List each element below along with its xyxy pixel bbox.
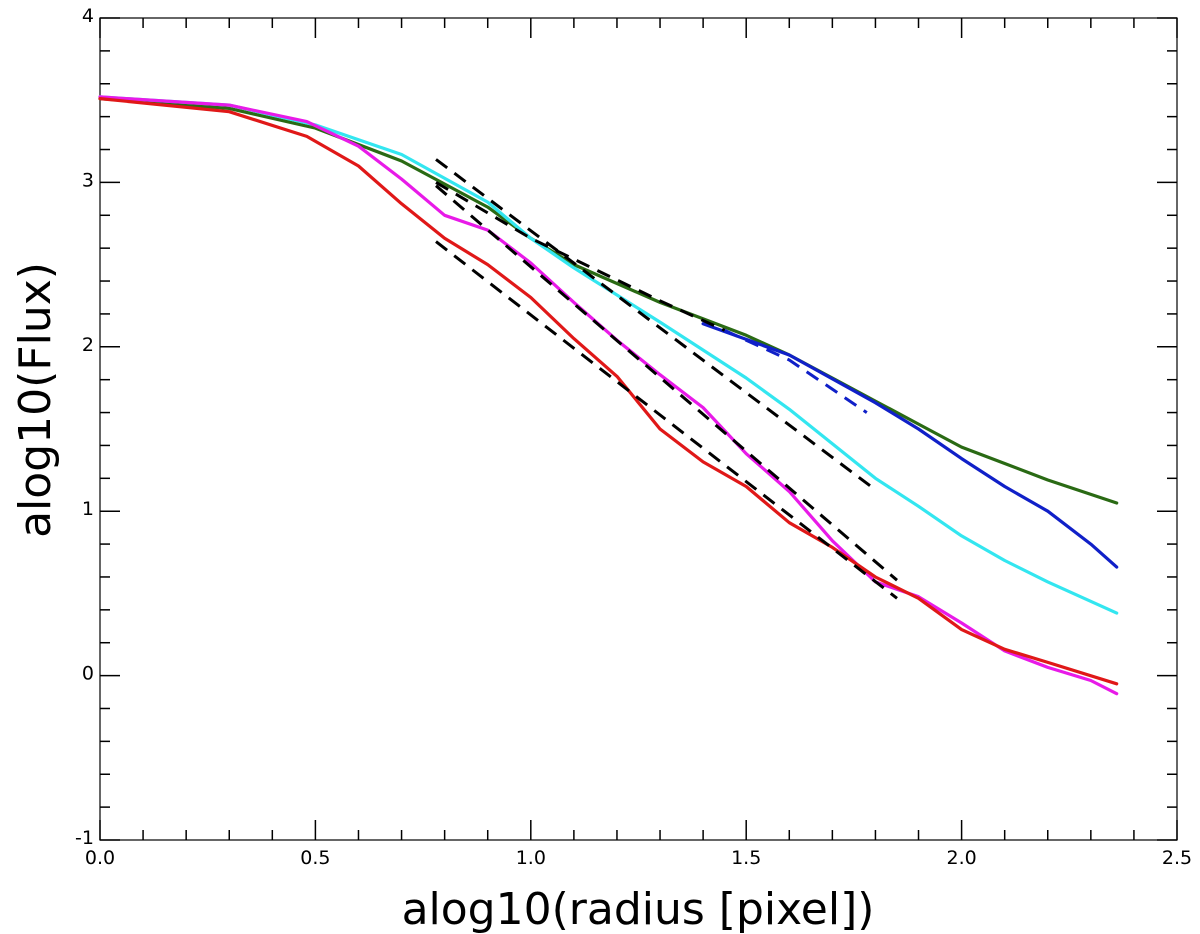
x-tick-label: 1.5 (731, 847, 761, 869)
x-tick-label: 0.5 (300, 847, 330, 869)
x-tick-label: 2.0 (946, 847, 976, 869)
x-tick-labels: 0.0 0.5 1.0 1.5 2.0 2.5 (85, 847, 1192, 869)
series-layer (98, 95, 1119, 696)
plot-frame (99, 17, 1178, 841)
y-tick-label: 1 (82, 498, 94, 520)
x-tick-label: 0.0 (85, 847, 115, 869)
y-tick-label: -1 (75, 827, 94, 849)
major-ticks (99, 17, 1178, 841)
minor-ticks (100, 18, 1177, 840)
profile-line-4 (98, 96, 1119, 686)
profile-line-0 (98, 96, 1119, 505)
y-tick-labels: -1 0 1 2 3 4 (75, 5, 94, 849)
y-axis-title: alog10(Flux) (10, 262, 61, 538)
fit-line-7 (435, 158, 877, 491)
profile-line-2 (98, 95, 1119, 615)
y-tick-label: 4 (82, 5, 94, 27)
x-tick-label: 1.0 (516, 847, 546, 869)
fit-line-9 (435, 240, 898, 600)
fit-line-6 (724, 329, 868, 414)
x-axis-title: alog10(radius [pixel]) (402, 884, 875, 934)
fit-line-8 (435, 184, 898, 582)
profile-line-3 (98, 95, 1119, 696)
y-tick-label: 3 (82, 169, 94, 191)
fit-line-5 (435, 181, 726, 332)
x-tick-label: 2.5 (1162, 847, 1192, 869)
y-tick-label: 2 (82, 334, 94, 356)
profile-line-1 (701, 322, 1119, 569)
y-tick-label: 0 (82, 663, 94, 685)
